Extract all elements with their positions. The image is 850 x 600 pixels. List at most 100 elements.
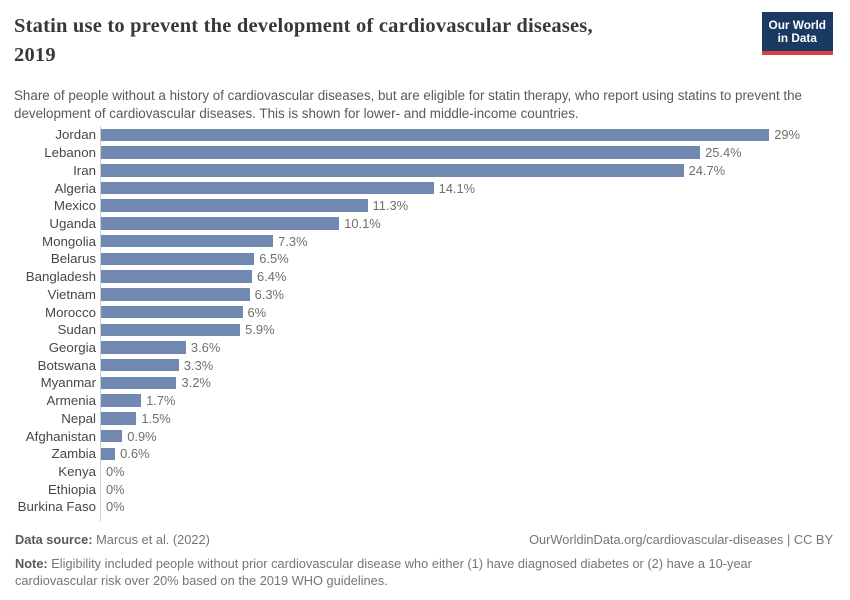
bar-track: 3.3% bbox=[100, 356, 800, 375]
bar-track: 11.3% bbox=[100, 196, 800, 215]
chart-row[interactable]: Uganda 10.1% bbox=[0, 214, 850, 233]
value-label: 6.4% bbox=[256, 269, 287, 285]
bar[interactable] bbox=[101, 341, 186, 354]
chart-row[interactable]: Ethiopia 0% bbox=[0, 480, 850, 499]
country-label: Armenia bbox=[46, 393, 96, 409]
chart-row[interactable]: Georgia 3.6% bbox=[0, 338, 850, 357]
chart-row[interactable]: Armenia 1.7% bbox=[0, 391, 850, 410]
title-line1: Statin use to prevent the development of… bbox=[14, 15, 593, 37]
bar[interactable] bbox=[101, 252, 255, 266]
chart-row[interactable]: Algeria 14.1% bbox=[0, 179, 850, 197]
bar-track: 6% bbox=[100, 303, 800, 321]
chart-row[interactable]: Zambia 0.6% bbox=[0, 444, 850, 463]
chart-row[interactable]: Bangladesh 6.4% bbox=[0, 267, 850, 286]
title-year: 2019 bbox=[14, 44, 56, 66]
data-source-value: Marcus et al. (2022) bbox=[96, 531, 210, 547]
chart-row[interactable]: Nepal 1.5% bbox=[0, 409, 850, 428]
bar-track: 6.4% bbox=[100, 267, 800, 286]
bar-track: 0% bbox=[100, 498, 800, 516]
country-label: Uganda bbox=[49, 215, 96, 231]
value-label: 0.9% bbox=[127, 428, 157, 444]
bar-chart: Jordan 29% Lebanon 25.4% Iran 24.7% Algeria 14.… bbox=[0, 126, 850, 521]
bar[interactable] bbox=[101, 394, 142, 407]
chart-row[interactable]: Lebanon 25.4% bbox=[0, 143, 850, 162]
value-label: 7.3% bbox=[278, 233, 308, 249]
bar[interactable] bbox=[101, 146, 701, 159]
chart-row[interactable]: Sudan 5.9% bbox=[0, 320, 850, 339]
bar[interactable] bbox=[101, 288, 250, 301]
value-label: 29% bbox=[774, 127, 800, 143]
bar-track: 14.1% bbox=[100, 179, 800, 197]
bar-track: 0.6% bbox=[100, 444, 800, 463]
bar[interactable] bbox=[101, 199, 368, 212]
value-label: 11.3% bbox=[372, 198, 409, 214]
data-source: Data source: Marcus et al. (2022) bbox=[15, 532, 210, 548]
note-value: Eligibility included people without prio… bbox=[15, 555, 752, 588]
chart-row[interactable]: Botswana 3.3% bbox=[0, 356, 850, 375]
value-label: 24.7% bbox=[688, 162, 726, 178]
country-label: Zambia bbox=[51, 446, 96, 462]
note-label: Note: bbox=[15, 555, 48, 571]
country-label: Iran bbox=[73, 162, 96, 178]
country-label: Myanmar bbox=[40, 375, 96, 391]
country-label: Mexico bbox=[53, 198, 96, 214]
country-label: Sudan bbox=[57, 322, 96, 338]
chart-row[interactable]: Vietnam 6.3% bbox=[0, 285, 850, 304]
source-row: Data source: Marcus et al. (2022) OurWor… bbox=[15, 532, 833, 548]
bar-track: 1.5% bbox=[100, 409, 800, 428]
country-label: Afghanistan bbox=[25, 428, 96, 444]
bar[interactable] bbox=[101, 234, 274, 248]
bar[interactable] bbox=[101, 323, 241, 337]
country-label: Nepal bbox=[61, 410, 96, 426]
bar-track: 0% bbox=[100, 480, 800, 499]
chart-row[interactable]: Mongolia 7.3% bbox=[0, 232, 850, 251]
value-label: 0% bbox=[106, 464, 125, 480]
value-label: 25.4% bbox=[705, 145, 742, 161]
bar[interactable] bbox=[101, 270, 252, 283]
chart-row[interactable]: Afghanistan 0.9% bbox=[0, 427, 850, 445]
bar-track: 25.4% bbox=[100, 143, 800, 162]
chart-row[interactable]: Kenya 0% bbox=[0, 462, 850, 481]
country-label: Bangladesh bbox=[25, 269, 96, 285]
bar[interactable] bbox=[101, 447, 116, 461]
bar[interactable] bbox=[101, 376, 177, 390]
value-label: 0% bbox=[106, 499, 125, 515]
bar[interactable] bbox=[101, 164, 684, 177]
chart-row[interactable]: Morocco 6% bbox=[0, 303, 850, 321]
value-label: 0.6% bbox=[120, 446, 150, 462]
chart-row[interactable]: Burkina Faso 0% bbox=[0, 498, 850, 516]
country-label: Algeria bbox=[54, 180, 96, 196]
attribution-link[interactable]: OurWorldinData.org/cardiovascular-diseas… bbox=[529, 531, 833, 547]
chart-row[interactable]: Jordan 29% bbox=[0, 126, 850, 144]
bar-track: 0% bbox=[100, 462, 800, 481]
bar[interactable] bbox=[101, 217, 340, 230]
bar[interactable] bbox=[101, 429, 123, 443]
page-title: Statin use to prevent the development of… bbox=[14, 12, 754, 70]
bar-track: 6.3% bbox=[100, 285, 800, 304]
bar-track: 5.9% bbox=[100, 320, 800, 339]
value-label: 3.3% bbox=[183, 357, 214, 373]
value-label: 0% bbox=[106, 481, 125, 497]
bar[interactable] bbox=[101, 181, 434, 195]
country-label: Burkina Faso bbox=[17, 499, 96, 515]
value-label: 3.6% bbox=[190, 339, 221, 355]
value-label: 5.9% bbox=[245, 322, 275, 338]
country-label: Botswana bbox=[37, 357, 96, 373]
chart-row[interactable]: Mexico 11.3% bbox=[0, 196, 850, 215]
value-label: 14.1% bbox=[438, 180, 476, 196]
bar-track: 10.1% bbox=[100, 214, 800, 233]
bar[interactable] bbox=[101, 128, 770, 142]
chart-row[interactable]: Myanmar 3.2% bbox=[0, 374, 850, 392]
bar-track: 6.5% bbox=[100, 250, 800, 268]
chart-header: Statin use to prevent the development of… bbox=[0, 0, 850, 122]
country-label: Morocco bbox=[45, 304, 96, 320]
bar[interactable] bbox=[101, 358, 179, 372]
chart-row[interactable]: Belarus 6.5% bbox=[0, 250, 850, 268]
country-label: Vietnam bbox=[47, 286, 96, 302]
chart-row[interactable]: Iran 24.7% bbox=[0, 161, 850, 180]
bar-track: 29% bbox=[100, 126, 800, 144]
owid-logo[interactable]: Our World in Data bbox=[761, 12, 833, 55]
value-label: 3.2% bbox=[181, 375, 211, 391]
bar[interactable] bbox=[101, 412, 137, 425]
bar[interactable] bbox=[101, 305, 243, 319]
